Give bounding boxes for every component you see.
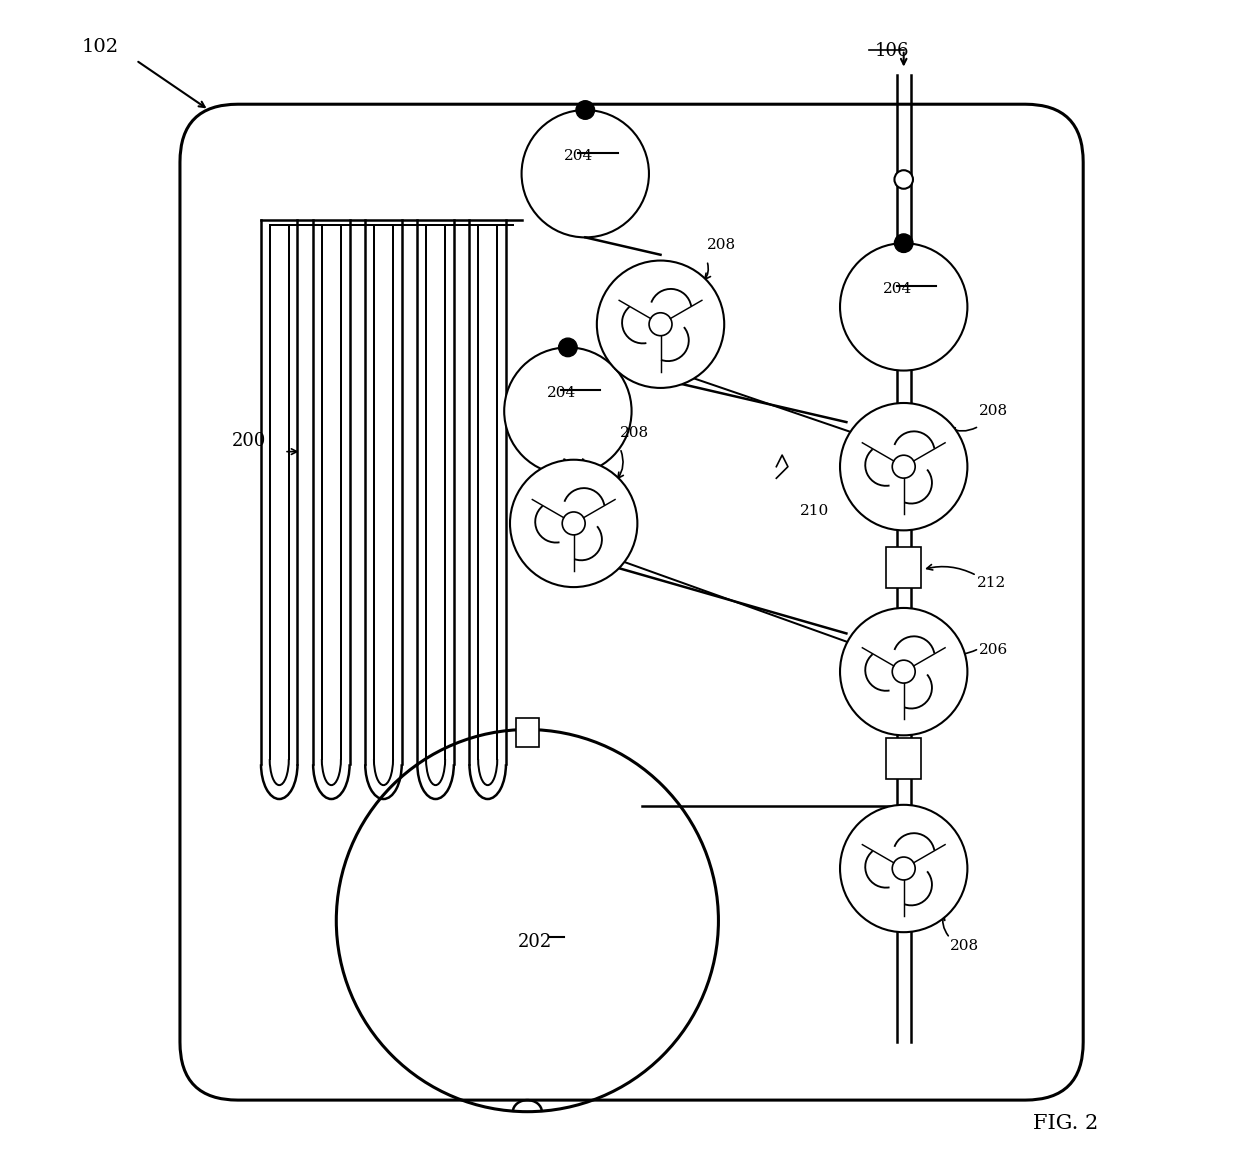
Text: 106: 106 bbox=[874, 42, 909, 59]
Bar bbox=[887, 547, 921, 588]
Text: 208: 208 bbox=[620, 426, 649, 440]
Text: 204: 204 bbox=[547, 387, 577, 401]
Text: 200: 200 bbox=[232, 432, 267, 449]
Circle shape bbox=[839, 608, 967, 735]
Circle shape bbox=[559, 338, 577, 357]
Text: FIG. 2: FIG. 2 bbox=[1033, 1114, 1099, 1133]
Text: 210: 210 bbox=[800, 505, 828, 519]
Text: 212: 212 bbox=[977, 577, 1006, 591]
Circle shape bbox=[894, 234, 913, 252]
Circle shape bbox=[894, 170, 913, 189]
Circle shape bbox=[577, 101, 594, 119]
Text: 208: 208 bbox=[950, 939, 980, 953]
Circle shape bbox=[596, 261, 724, 388]
Text: 208: 208 bbox=[707, 239, 737, 252]
Text: 202: 202 bbox=[518, 933, 552, 951]
Circle shape bbox=[522, 110, 649, 237]
Circle shape bbox=[839, 243, 967, 371]
Bar bbox=[887, 738, 921, 779]
Circle shape bbox=[505, 347, 631, 475]
Text: 204: 204 bbox=[564, 149, 594, 163]
Circle shape bbox=[510, 460, 637, 587]
FancyBboxPatch shape bbox=[180, 104, 1084, 1100]
Text: 204: 204 bbox=[883, 283, 913, 296]
Text: 208: 208 bbox=[980, 404, 1008, 418]
Bar bbox=[516, 718, 539, 747]
Circle shape bbox=[839, 403, 967, 530]
Text: 206: 206 bbox=[980, 644, 1008, 658]
Text: 102: 102 bbox=[82, 38, 119, 56]
Circle shape bbox=[839, 805, 967, 932]
